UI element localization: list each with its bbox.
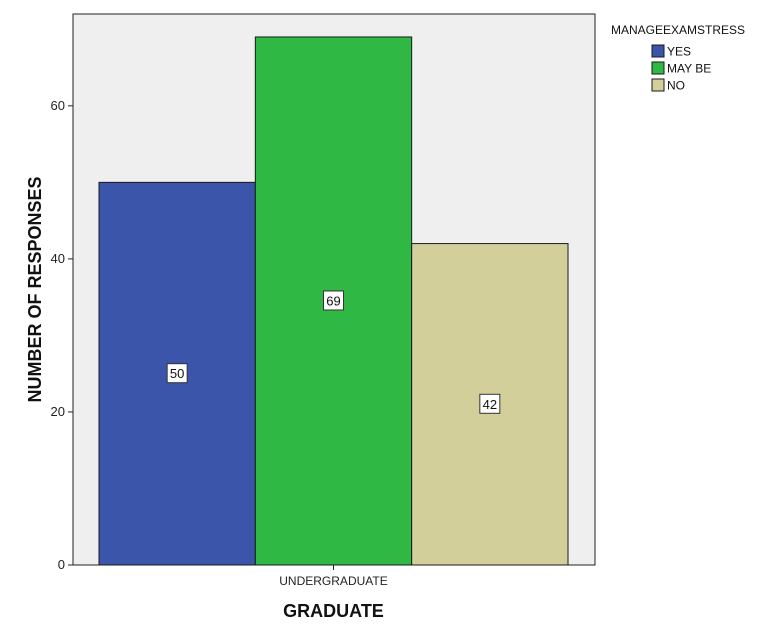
legend-label: NO	[667, 79, 685, 93]
y-axis-ticks: 0 20 40 60	[51, 98, 73, 572]
y-tick-label: 60	[51, 98, 65, 113]
legend-swatch	[651, 44, 665, 58]
bar-data-labels: 50 69 42	[166, 290, 501, 414]
legend-title: MANAGEEXAMSTRESS	[611, 23, 745, 37]
y-tick-label: 40	[51, 251, 65, 266]
bars	[98, 36, 569, 566]
y-axis-title: NUMBER OF RESPONSES	[25, 176, 45, 402]
data-label: 42	[483, 397, 497, 412]
data-label-box	[479, 393, 501, 414]
x-tick-label: UNDERGRADUATE	[279, 574, 387, 588]
data-label-box	[323, 290, 344, 311]
data-label: 50	[170, 366, 184, 381]
legend-swatch	[651, 78, 665, 92]
legend: MANAGEEXAMSTRESS YES MAY BE NO	[611, 23, 745, 93]
data-label: 69	[326, 293, 340, 308]
legend-swatch	[651, 61, 665, 75]
y-tick-label: 0	[58, 557, 65, 572]
legend-label: YES	[667, 45, 691, 59]
x-axis-title: GRADUATE	[283, 601, 384, 621]
data-label-box	[166, 363, 188, 384]
legend-label: MAY BE	[667, 62, 711, 76]
y-tick-label: 20	[51, 404, 65, 419]
